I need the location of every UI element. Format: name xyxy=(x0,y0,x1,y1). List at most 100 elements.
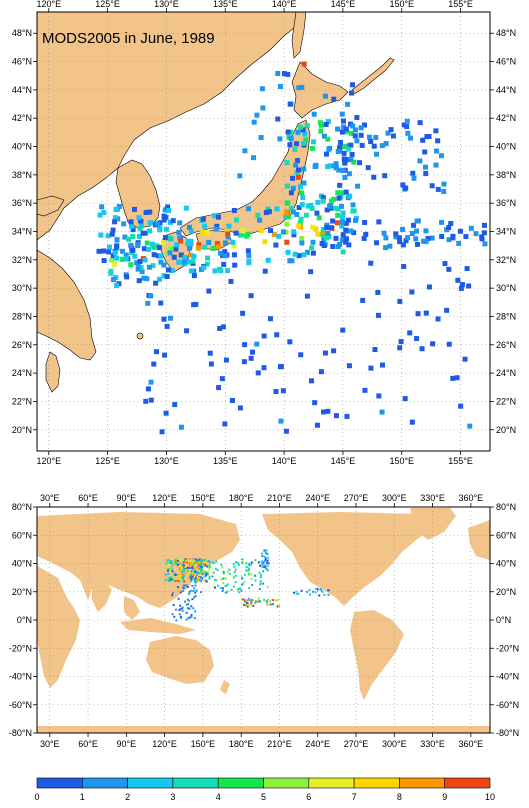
data-cell xyxy=(327,145,333,151)
colorbar-swatch xyxy=(399,777,445,789)
data-cell xyxy=(248,599,251,602)
data-cell xyxy=(182,561,185,564)
data-cell xyxy=(344,413,350,419)
data-cell xyxy=(303,137,309,143)
data-cell xyxy=(285,249,291,255)
data-cell xyxy=(216,266,222,272)
data-cell xyxy=(192,576,195,579)
data-cell xyxy=(165,564,168,567)
data-cell xyxy=(169,268,175,274)
data-cell xyxy=(199,568,202,571)
data-cell xyxy=(197,567,200,570)
data-cell xyxy=(342,174,348,180)
data-cell xyxy=(287,101,293,107)
data-cell xyxy=(204,261,210,267)
data-cell xyxy=(292,251,298,257)
data-cell xyxy=(197,573,200,576)
data-cell xyxy=(194,558,197,561)
data-cell xyxy=(166,561,169,564)
data-cell xyxy=(396,235,402,241)
data-cell xyxy=(285,71,291,77)
data-cell xyxy=(182,255,188,261)
data-cell xyxy=(178,609,181,612)
data-cell xyxy=(324,151,330,157)
data-cell xyxy=(261,560,264,563)
data-cell xyxy=(201,577,204,580)
data-cell xyxy=(141,246,147,252)
data-cell xyxy=(344,129,350,135)
data-cell xyxy=(193,580,196,583)
data-cell xyxy=(187,578,190,581)
data-cell xyxy=(367,134,373,140)
data-cell xyxy=(400,182,406,188)
data-cell xyxy=(233,571,236,574)
data-cell xyxy=(309,205,315,211)
data-cell xyxy=(298,216,304,222)
data-cell xyxy=(277,604,280,607)
data-cell xyxy=(348,142,354,148)
data-cell xyxy=(193,617,196,620)
data-cell xyxy=(158,253,164,259)
data-cell xyxy=(355,183,361,189)
data-cell xyxy=(238,587,241,590)
data-cell xyxy=(188,593,191,596)
data-cell xyxy=(231,243,237,249)
data-cell xyxy=(343,239,349,245)
data-cell xyxy=(321,590,324,593)
data-cell xyxy=(190,563,193,566)
data-cell xyxy=(188,228,194,234)
data-cell xyxy=(315,231,321,237)
data-cell xyxy=(271,603,274,606)
data-cell xyxy=(139,269,145,275)
data-cell xyxy=(177,235,183,241)
data-cell xyxy=(173,615,176,618)
data-cell xyxy=(429,235,435,241)
data-cell xyxy=(181,606,184,609)
data-cell xyxy=(283,214,289,220)
data-cell xyxy=(230,589,233,592)
data-cell xyxy=(321,409,327,415)
lon-tick-label: 240°E xyxy=(305,493,330,503)
data-cell xyxy=(184,559,187,562)
data-cell xyxy=(186,598,189,601)
data-cell xyxy=(340,232,346,238)
data-cell xyxy=(266,569,269,572)
data-cell xyxy=(250,600,253,603)
data-cell xyxy=(166,568,169,571)
data-cell xyxy=(252,599,255,602)
data-cell xyxy=(246,260,252,266)
data-cell xyxy=(174,580,177,583)
data-cell xyxy=(354,138,360,144)
data-cell xyxy=(190,258,196,264)
data-cell xyxy=(137,259,143,265)
data-cell xyxy=(297,592,300,595)
data-cell xyxy=(234,568,237,571)
data-cell xyxy=(202,244,208,250)
lon-tick-label: 120°E xyxy=(152,739,177,749)
data-cell xyxy=(109,231,115,237)
data-cell xyxy=(257,561,260,564)
data-cell xyxy=(193,574,196,577)
data-cell xyxy=(167,577,170,580)
data-cell xyxy=(481,230,487,236)
data-cell xyxy=(176,576,179,579)
data-cell xyxy=(148,293,154,299)
data-cell xyxy=(262,268,268,274)
data-cell xyxy=(171,563,174,566)
data-cell xyxy=(339,223,345,229)
data-cell xyxy=(195,573,198,576)
colorbar-label: 0 xyxy=(34,792,39,802)
data-cell xyxy=(257,598,260,601)
data-cell xyxy=(423,239,429,245)
data-cell xyxy=(135,266,141,272)
data-cell xyxy=(187,603,190,606)
data-cell xyxy=(181,609,184,612)
data-cell xyxy=(222,572,225,575)
data-cell xyxy=(321,237,327,243)
data-cell xyxy=(310,239,316,245)
data-cell xyxy=(335,206,341,212)
data-cell xyxy=(241,562,244,565)
lon-tick-label: 210°E xyxy=(267,739,292,749)
data-cell xyxy=(263,564,266,567)
data-cell xyxy=(174,242,180,248)
